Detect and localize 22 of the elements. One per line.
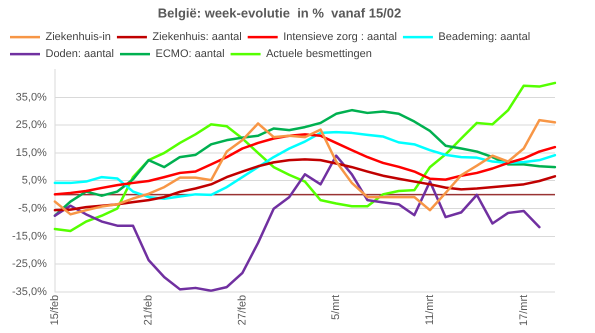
legend-label: Ziekenhuis-in <box>46 31 111 44</box>
x-tick-label: 15/feb <box>48 294 61 326</box>
chart-title: België: week-evolutie in % vanaf 15/02 <box>158 5 402 20</box>
y-tick-label: 25,0% <box>16 119 48 132</box>
legend-label: Beademing: aantal <box>438 31 530 44</box>
legend-label: ECMO: aantal <box>156 48 225 60</box>
x-tick-label: 17/mrt <box>518 294 530 326</box>
y-tick-label: -15,0% <box>12 230 48 242</box>
legend-label: Actuele besmettingen <box>266 48 372 60</box>
x-tick-label: 27/feb <box>236 294 248 326</box>
x-tick-label: 11/mrt <box>424 294 436 326</box>
y-tick-label: 5,0% <box>22 174 48 187</box>
legend-label: Doden: aantal <box>46 48 114 60</box>
x-tick-label: 5/mrt <box>330 294 342 320</box>
x-tick-label: 21/feb <box>142 294 155 326</box>
legend-label: Intensieve zorg : aantal <box>283 31 397 44</box>
legend-label: Ziekenhuis: aantal <box>152 31 242 44</box>
y-tick-label: 35,0% <box>16 91 48 104</box>
y-tick-label: 15,0% <box>16 146 48 159</box>
y-tick-label: -5,0% <box>18 202 48 215</box>
y-tick-label: -35,0% <box>12 286 48 298</box>
y-tick-label: -25,0% <box>12 258 48 270</box>
